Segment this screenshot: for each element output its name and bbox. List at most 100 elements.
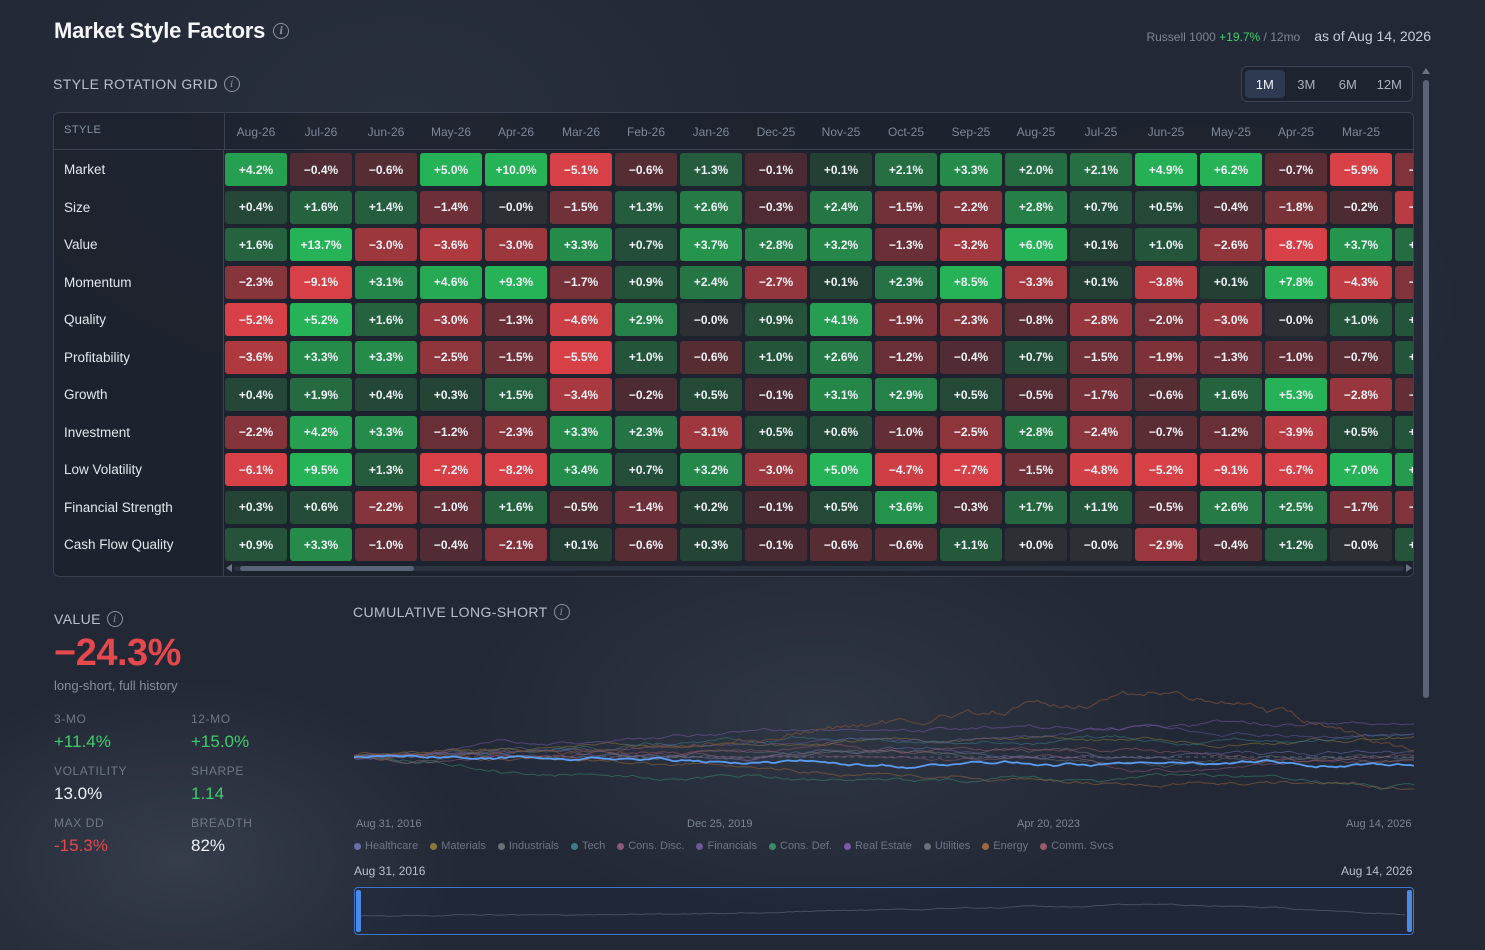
grid-cell[interactable]: −0.1% [745,153,807,186]
grid-cell[interactable]: +2.3% [615,415,677,449]
grid-cell[interactable]: −0.4% [1200,528,1262,561]
grid-cell[interactable]: +3.1% [355,265,417,299]
grid-cell[interactable]: +5.2% [290,303,352,336]
grid-cell[interactable]: +1.6% [485,490,547,524]
grid-cell[interactable]: −2.2% [225,415,287,449]
grid-cell[interactable]: −2.1% [485,528,547,561]
grid-cell[interactable]: +3.2% [810,228,872,261]
grid-cell[interactable]: +1.6% [225,228,287,261]
grid-cell[interactable]: −0.0% [680,303,742,336]
grid-cell[interactable]: −6.1% [225,453,287,486]
grid-cell[interactable]: −2.3% [485,415,547,449]
grid-cell[interactable]: +1.1% [940,528,1002,561]
month-header[interactable]: May-26 [430,125,471,139]
legend-item[interactable]: Cons. Disc. [617,840,684,852]
grid-cell[interactable]: −3.0% [1200,303,1262,336]
brush-right-handle[interactable] [1407,890,1412,932]
grid-cell[interactable]: −1.2% [420,415,482,449]
grid-cell[interactable]: −0.6% [615,528,677,561]
grid-cell[interactable]: +9.3% [485,265,547,299]
grid-cell[interactable]: −9.1% [1200,453,1262,486]
grid-cell[interactable]: −2.7% [745,265,807,299]
grid-cell[interactable]: +0.9% [225,528,287,561]
grid-cell[interactable]: −1.5% [1005,453,1067,486]
grid-cell[interactable]: −1.0% [1395,378,1413,411]
grid-cell[interactable]: −0.6% [875,528,937,561]
month-header[interactable]: Mar-26 [561,125,600,139]
grid-cell[interactable]: −0.5% [1005,378,1067,411]
grid-cell[interactable]: −2.0% [1395,490,1413,524]
time-range-brush[interactable] [354,887,1414,935]
range-button-6m[interactable]: 6M [1338,76,1357,92]
grid-cell[interactable]: −3.6% [420,228,482,261]
grid-cell[interactable]: +0.3% [225,490,287,524]
month-header[interactable]: Apr-26 [497,125,535,139]
grid-cell[interactable]: −0.6% [355,153,417,186]
grid-cell[interactable]: +0.5% [1330,415,1392,449]
grid-cell[interactable]: +0.9% [745,303,807,336]
grid-cell[interactable]: +3.3% [550,228,612,261]
grid-cell[interactable]: −3.9% [1265,415,1327,449]
info-icon[interactable]: i [106,611,123,627]
grid-cell[interactable]: −9.1% [290,265,352,299]
grid-cell[interactable]: −0.6% [810,528,872,561]
grid-cell[interactable]: +0.3% [420,378,482,411]
month-header[interactable]: Jun-25 [1147,125,1185,139]
grid-cell[interactable]: +2.3% [875,265,937,299]
legend-item[interactable]: Healthcare [354,840,418,852]
page-scrollbar[interactable] [1422,68,1430,698]
grid-cell[interactable]: +3.3% [290,528,352,561]
grid-cell[interactable]: −0.4% [290,153,352,186]
grid-cell[interactable]: −2.9% [1135,528,1197,561]
month-header[interactable]: Dec-25 [756,125,796,139]
grid-cell[interactable]: −5.2% [225,303,287,336]
grid-cell[interactable]: −3.0% [745,453,807,486]
grid-cell[interactable]: +4.2% [290,415,352,449]
cumulative-chart[interactable] [354,630,1414,810]
grid-cell[interactable]: +3.3% [355,415,417,449]
grid-cell[interactable]: +2.8% [745,228,807,261]
month-header[interactable]: Feb-26 [626,125,666,139]
grid-cell[interactable]: +5.0% [420,153,482,186]
grid-cell[interactable]: −2.3% [225,265,287,299]
grid-cell[interactable]: −0.2% [615,378,677,411]
grid-cell[interactable]: −4.8% [1070,453,1132,486]
scrollbar-thumb[interactable] [1423,80,1429,698]
row-label[interactable]: Investment [64,424,131,440]
row-label[interactable]: Quality [64,312,107,327]
grid-cell[interactable]: −4.6% [550,303,612,336]
grid-cell[interactable]: −3.0% [485,228,547,261]
grid-cell[interactable]: +1.0% [1395,303,1413,336]
row-label[interactable]: Market [64,162,106,177]
legend-item[interactable]: Materials [430,840,486,852]
grid-cell[interactable]: +0.5% [940,378,1002,411]
grid-cell[interactable]: +1.6% [355,303,417,336]
range-button-3m[interactable]: 3M [1297,76,1316,92]
month-header[interactable]: Jan-26 [692,125,730,139]
grid-cell[interactable]: +0.1% [1070,228,1132,261]
grid-cell[interactable]: −1.3% [875,228,937,261]
grid-cell[interactable]: +1.5% [485,378,547,411]
grid-cell[interactable]: −1.7% [550,265,612,299]
grid-cell[interactable]: +4.2% [225,153,287,186]
month-header[interactable]: Jul-25 [1084,125,1118,139]
grid-cell[interactable]: +2.0% [1395,228,1413,261]
grid-cell[interactable]: +3.3% [550,415,612,449]
grid-cell[interactable]: −1.2% [875,340,937,374]
row-label[interactable]: Profitability [64,349,131,365]
grid-cell[interactable]: +3.7% [680,228,742,261]
grid-cell[interactable]: −0.7% [1135,415,1197,449]
grid-cell[interactable]: −3.0% [420,303,482,336]
grid-cell[interactable]: −3.3% [1005,265,1067,299]
grid-cell[interactable]: −0.5% [1135,490,1197,524]
grid-cell[interactable]: +2.9% [875,378,937,411]
scroll-up-icon[interactable] [1422,68,1430,74]
scrollbar-thumb[interactable] [240,566,414,571]
grid-cell[interactable]: +8.5% [940,265,1002,299]
grid-cell[interactable]: +0.5% [810,490,872,524]
grid-cell[interactable]: +1.2% [1265,528,1327,561]
grid-cell[interactable]: −1.7% [1330,490,1392,524]
grid-cell[interactable]: +3.1% [810,378,872,411]
scrollbar-track[interactable] [234,566,1404,571]
grid-cell[interactable]: −0.6% [615,153,677,186]
